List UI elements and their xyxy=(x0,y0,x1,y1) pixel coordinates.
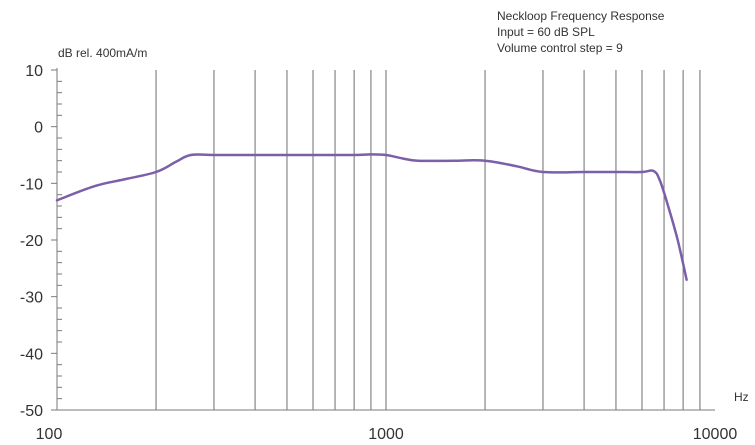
chart-subtitle-volume: Volume control step = 9 xyxy=(497,41,623,55)
chart-subtitle-input: Input = 60 dB SPL xyxy=(497,25,595,39)
axes xyxy=(51,68,715,411)
y-tick-label: -30 xyxy=(20,290,43,307)
x-tick-label: 10000 xyxy=(693,426,738,443)
series-lines xyxy=(55,153,688,281)
chart-title: Neckloop Frequency Response xyxy=(497,9,665,23)
y-tick-label: -50 xyxy=(20,403,43,420)
x-tick-label: 100 xyxy=(36,426,63,443)
x-tick-label: 1000 xyxy=(368,426,404,443)
y-tick-label: 0 xyxy=(34,120,43,137)
grid-lines xyxy=(155,70,701,410)
series-line xyxy=(55,153,688,281)
y-tick-label: -20 xyxy=(20,233,43,250)
y-tick-label: -10 xyxy=(20,176,43,193)
x-tick-labels: 100 1000 10000 xyxy=(36,426,738,443)
y-tick-labels: 10 0 -10 -20 -30 -40 -50 xyxy=(20,63,43,420)
y-axis-label: dB rel. 400mA/m xyxy=(58,46,148,60)
x-axis-label: Hz xyxy=(734,390,749,404)
y-tick-label: -40 xyxy=(20,346,43,363)
y-tick-label: 10 xyxy=(25,63,43,80)
chart-title-block: Neckloop Frequency Response Input = 60 d… xyxy=(497,8,664,56)
